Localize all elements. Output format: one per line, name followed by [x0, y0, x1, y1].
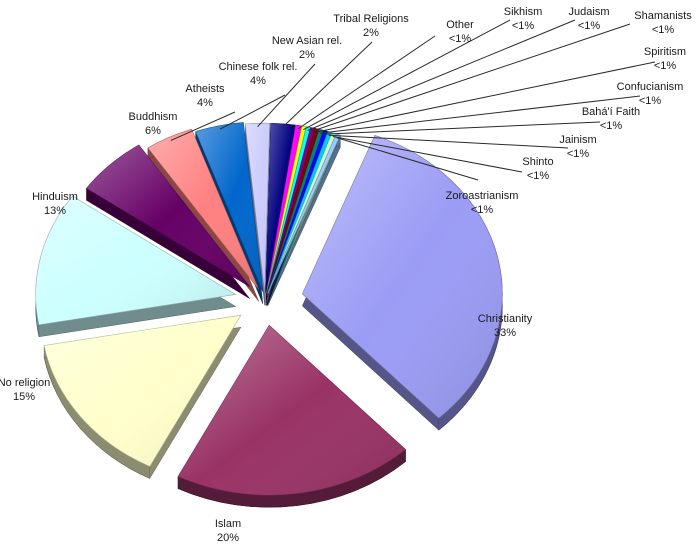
slice-label-value: <1%: [600, 120, 623, 132]
slice-label-name: Zoroastrianism: [446, 190, 519, 202]
slice-label-name: Shinto: [522, 156, 553, 168]
slice-label-name: Shamanists: [634, 10, 692, 22]
leader-atheists: [170, 111, 236, 141]
slice-gloss-tribal-religions: [265, 123, 296, 294]
slice-label-shamanists: Shamanists <1%: [634, 10, 692, 36]
slice-label-christianity: Christianity 33%: [478, 313, 533, 339]
label-leaders: [170, 19, 656, 181]
slice-label-value: 15%: [13, 391, 35, 403]
leader-jainism: [328, 134, 569, 149]
slice-gloss-zoroastrianism: [267, 133, 341, 294]
slice-gloss-no-religion: [44, 315, 241, 467]
slice-label-name: Atheists: [185, 83, 225, 95]
slice-label-name: Tribal Religions: [333, 13, 409, 25]
slice-label-name: Christianity: [478, 313, 533, 325]
slice-label-name: Other: [446, 19, 474, 31]
slice-label-name: New Asian rel.: [272, 35, 342, 47]
slice-label-value: <1%: [471, 204, 494, 216]
slice-label-shinto: Shinto <1%: [522, 156, 553, 182]
slice-label-value: <1%: [512, 20, 535, 32]
leader-shamanists: [311, 23, 631, 132]
slice-gloss-buddhism: [86, 145, 250, 287]
leader-new-asian-rel: [257, 63, 316, 128]
slice-label-value: <1%: [567, 148, 590, 160]
slice-label-value: 2%: [299, 49, 315, 61]
slice-gloss-atheists: [147, 129, 259, 290]
slice-labels: Christianity 33% Islam 20% No religion 15% Hin…: [0, 6, 692, 544]
slice-label-chinese-folk-rel: Chinese folk rel. 4%: [219, 61, 298, 87]
slice-label-confucianism: Confucianism <1%: [617, 81, 684, 107]
slice-tops: [35, 122, 503, 496]
slice-label-judaism: Judaism <1%: [569, 6, 610, 32]
slice-label-name: Buddhism: [129, 111, 178, 123]
slice-gloss-islam: [177, 325, 406, 496]
slice-label-name: Islam: [215, 518, 241, 530]
leader-sikhism: [303, 19, 511, 131]
slice-label-value: <1%: [654, 60, 677, 72]
slice-label-name: Hinduism: [32, 191, 78, 203]
slice-label-buddhism: Buddhism 6%: [129, 111, 178, 137]
slice-label-value: 20%: [217, 532, 239, 544]
leader-confucianism: [320, 95, 641, 134]
slice-label-value: 4%: [250, 75, 266, 87]
slice-label-new-asian-rel: New Asian rel. 2%: [272, 35, 342, 61]
slice-label-value: <1%: [527, 170, 550, 182]
slice-label-name: Jainism: [559, 134, 596, 146]
slice-label-no-religion: No religion 15%: [0, 377, 50, 403]
slice-label-tribal-religions: Tribal Religions 2%: [333, 13, 409, 39]
slice-label-sikhism: Sikhism <1%: [504, 6, 543, 32]
slice-label-value: 33%: [494, 327, 516, 339]
slice-label-name: No religion: [0, 377, 50, 389]
slice-label-value: 6%: [145, 125, 161, 137]
leader-other: [297, 35, 436, 130]
slice-label-value: 2%: [363, 27, 379, 39]
slice-label-value: <1%: [578, 20, 601, 32]
slice-label-zoroastrianism: Zoroastrianism <1%: [446, 190, 519, 216]
leader-shinto: [332, 135, 523, 173]
slice-label-hinduism: Hinduism 13%: [32, 191, 78, 217]
slice-label-value: <1%: [639, 95, 662, 107]
slice-label-atheists: Atheists 4%: [185, 83, 225, 109]
slice-label-value: <1%: [652, 24, 675, 36]
slice-label-other: Other <1%: [446, 19, 474, 45]
slice-label-value: 13%: [44, 205, 66, 217]
leader-zoroastrianism: [336, 137, 479, 181]
slice-gloss-chinese-folk-rel: [195, 122, 263, 292]
slice-label-bah-faith: Bahá'í Faith <1%: [582, 106, 640, 132]
slice-label-value: 4%: [197, 97, 213, 109]
slice-label-name: Confucianism: [617, 81, 684, 93]
leader-chinese-folk-rel: [219, 94, 286, 130]
slice-label-name: Spiritism: [644, 46, 686, 58]
slice-label-value: <1%: [449, 33, 472, 45]
slice-label-spiritism: Spiritism <1%: [644, 46, 686, 72]
leader-judaism: [307, 19, 576, 131]
leader-bah-faith: [324, 121, 601, 135]
slice-label-name: Bahá'í Faith: [582, 106, 640, 118]
slice-gloss-hinduism: [35, 196, 236, 325]
slice-label-name: Judaism: [569, 6, 610, 18]
leader-tribal-religions: [282, 41, 373, 128]
slice-label-name: Sikhism: [504, 6, 543, 18]
leader-spiritism: [315, 61, 656, 133]
slice-gloss-new-asian-rel: [245, 123, 270, 294]
slice-label-jainism: Jainism <1%: [559, 134, 596, 160]
slice-label-islam: Islam 20%: [215, 518, 241, 544]
slice-label-name: Chinese folk rel.: [219, 61, 298, 73]
slice-gloss-christianity: [302, 135, 503, 419]
